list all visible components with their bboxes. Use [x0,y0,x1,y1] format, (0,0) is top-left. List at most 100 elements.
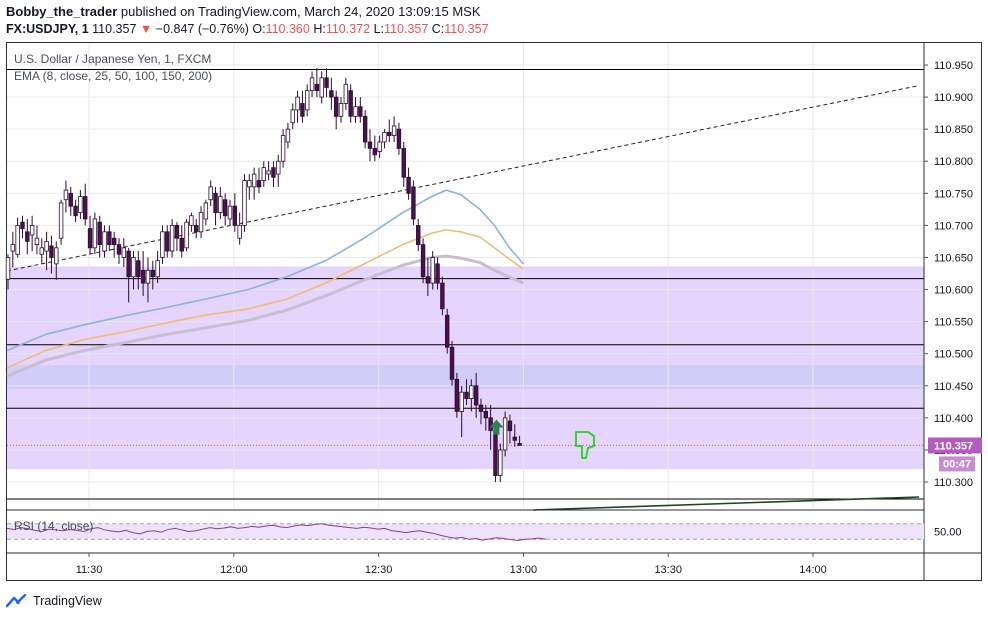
candle-body [140,269,146,284]
publisher-name[interactable]: Bobby_the_trader [6,4,118,19]
rsi-pane: 50.00 [6,509,962,541]
candle-body [97,221,102,246]
candle-body [512,436,517,441]
candle [136,251,141,290]
candle [464,379,469,406]
price-tick-label: 110.450 [934,381,973,393]
candle [285,122,291,149]
candle [5,254,11,290]
candle [401,141,406,187]
candle [358,97,363,123]
candle [58,199,64,245]
high-label: H: [313,22,326,36]
candle [232,193,238,232]
candle-body [488,417,493,432]
trendline-solid [533,496,920,511]
candle-body [198,212,204,233]
time-tick-label: 13:30 [654,564,682,576]
candle [353,97,358,123]
candle [140,251,146,296]
candle [222,193,228,226]
countdown-tag [939,456,975,472]
publish-info: Bobby_the_trader published on TradingVie… [6,4,481,19]
candle [498,443,503,482]
candle-body [174,224,180,239]
candle [459,385,464,438]
candle [295,90,300,123]
last-price: 110.357 [92,22,137,36]
candle [416,218,421,252]
candle [218,186,223,219]
candle [256,167,262,194]
candle [435,257,440,290]
price-tick-label: 110.850 [934,124,973,136]
candle [425,257,431,296]
candle [87,215,93,255]
price-tick-label: 110.700 [934,220,973,232]
open-label: O: [252,22,266,36]
candle [145,257,151,303]
candle-body [391,125,397,136]
candle [319,71,324,104]
candle-body [218,196,223,213]
candle [377,135,382,159]
symbol-info: FX:USDJPY, 1 110.357 ▼ −0.847 (−0.76%) O… [6,22,489,36]
zone-1 [7,365,924,389]
candle-body [517,443,522,446]
candle-body [493,430,498,476]
zones-layer [7,266,924,470]
candle-body [280,135,286,162]
time-tick-label: 14:00 [799,564,827,576]
candle [290,103,295,130]
candle-body [440,282,445,310]
rsi-legend[interactable]: RSI (14, close) [14,519,94,533]
candle-body [131,257,136,278]
price-change: −0.847 (−0.76%) [155,22,249,36]
candle [391,116,397,142]
candle-body [150,269,155,278]
open-value: 110.360 [265,22,310,36]
candle [131,251,136,290]
candle [266,161,271,181]
candle [329,77,334,110]
close-value: 110.357 [444,22,489,36]
candle [507,414,513,444]
annotation-layer [489,419,595,459]
grid-layer [7,43,924,508]
candle-body [256,180,262,188]
candle [34,225,40,255]
up-arrow-icon [489,419,504,435]
ema-legend[interactable]: EMA (8, close, 25, 50, 100, 150, 200) [14,69,213,83]
candle [111,231,117,258]
candle-body [473,385,479,406]
candle-body [63,189,69,201]
chart-frame [6,42,982,581]
candle-body [222,199,228,217]
candle [343,77,349,110]
time-tick-label: 12:00 [220,564,248,576]
candle-body [343,83,349,104]
instrument-legend[interactable]: U.S. Dollar / Japanese Yen, 1, FXCM [14,52,212,66]
candle-body [237,224,242,239]
candle-body [121,247,127,258]
candle-body [54,247,59,265]
candle [261,161,266,187]
candle-body [305,90,310,111]
tradingview-brand[interactable]: TradingView [33,594,102,608]
candle-body [251,173,257,188]
candle [473,372,479,418]
candle [338,97,344,123]
candle-body [165,231,170,252]
trendline-layer [6,85,920,511]
candle-body [430,257,435,284]
ema-gray-line [6,254,525,378]
candle [102,225,107,258]
candle [126,247,131,303]
candle [309,71,315,98]
candle-body [276,160,281,175]
candle-body [68,192,73,207]
candle-body [107,231,112,246]
candle-body [401,147,406,178]
candle [10,231,16,268]
